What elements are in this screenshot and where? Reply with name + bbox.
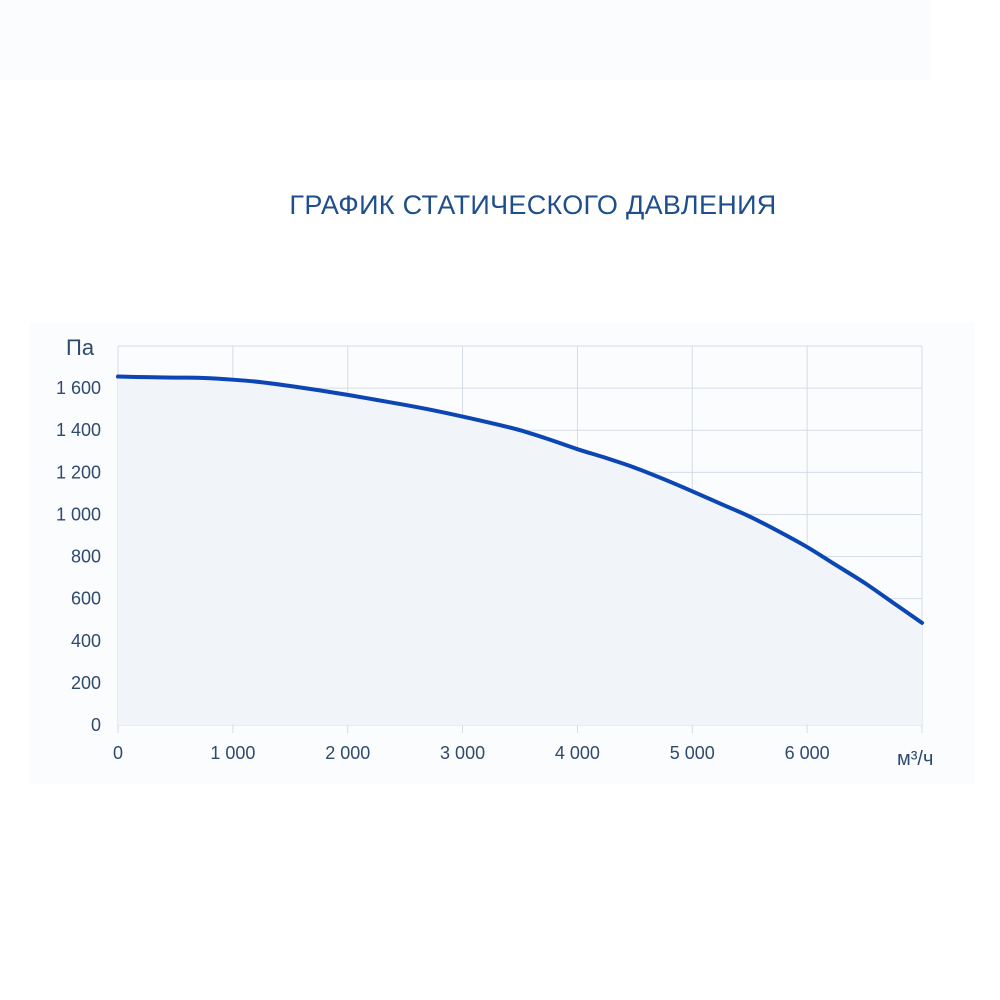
x-tick-label: 0 (113, 743, 123, 763)
y-axis-ticks: 0 200 400 600 800 1 000 1 200 1 400 1 600 (56, 378, 101, 735)
y-tick-label: 600 (71, 589, 101, 609)
y-tick-label: 0 (91, 715, 101, 735)
y-tick-label: 400 (71, 631, 101, 651)
top-band (0, 0, 930, 80)
x-axis-unit-label: м³/ч (897, 748, 933, 770)
x-tick-label: 4 000 (555, 743, 600, 763)
y-tick-label: 800 (71, 547, 101, 567)
x-tick-label: 6 000 (785, 743, 830, 763)
x-tick-label: 3 000 (440, 743, 485, 763)
y-tick-label: 1 000 (56, 504, 101, 524)
y-tick-label: 200 (71, 673, 101, 693)
y-axis-unit-label: Па (66, 335, 95, 360)
curve-area-fill (118, 376, 922, 725)
x-tick-label: 2 000 (325, 743, 370, 763)
x-tick-label: 1 000 (210, 743, 255, 763)
x-axis-ticks: 0 1 000 2 000 3 000 4 000 5 000 6 000 (113, 743, 830, 763)
chart-title: ГРАФИК СТАТИЧЕСКОГО ДАВЛЕНИЯ (289, 190, 777, 220)
y-tick-label: 1 600 (56, 378, 101, 398)
x-tick-label: 5 000 (670, 743, 715, 763)
y-tick-label: 1 200 (56, 462, 101, 482)
y-tick-label: 1 400 (56, 420, 101, 440)
pressure-curve-line (116, 374, 924, 625)
